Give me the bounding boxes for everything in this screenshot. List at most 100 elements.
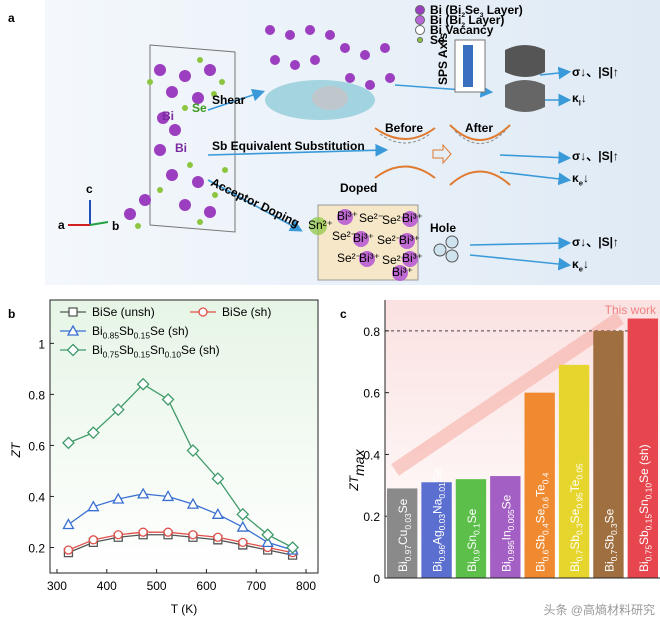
bar-label-text: Bi <box>431 561 445 572</box>
panel-label-text: a <box>8 11 15 25</box>
subscript: 0.6 <box>540 497 550 509</box>
y-axis-label: ZT <box>9 441 23 458</box>
marker <box>66 343 80 357</box>
marker <box>261 528 275 542</box>
legend-label-text: Sn <box>150 343 165 357</box>
subscript: 0.01 <box>437 482 447 499</box>
subscript: 0.05 <box>575 463 585 480</box>
ion-label-text: Bi³⁺ <box>399 233 420 247</box>
atom-label-text: Bi <box>162 109 174 123</box>
x-tick-label-text: 300 <box>47 579 67 593</box>
bar-label-text: Bi <box>637 561 651 572</box>
legend-label-text: Bi <box>92 324 103 338</box>
bar-label-text: Sb <box>602 535 616 550</box>
annotation: This work <box>605 303 657 317</box>
subscript: 0.1 <box>472 523 482 535</box>
marker <box>63 545 74 555</box>
marker <box>198 307 208 317</box>
x-tick-label: 500 <box>147 579 167 593</box>
ion-label-text: Se²⁻ <box>359 211 384 225</box>
y-axis-label: ZTmax <box>347 448 367 491</box>
route-label: Sb Equivalent Substitution <box>212 139 365 153</box>
x-tick-label-text: 500 <box>147 579 167 593</box>
marker <box>62 436 75 450</box>
annotation-text: This work <box>605 303 657 317</box>
y-tick-label: 0.8 <box>363 325 380 339</box>
subscript: 0.10 <box>165 350 182 360</box>
marker <box>211 507 224 519</box>
marker <box>62 518 75 530</box>
ion-label-text: Se²⁻ <box>377 233 402 247</box>
bar <box>627 318 658 578</box>
legend-label: Bi Vacancy <box>430 23 494 37</box>
legend-label: Bi0.75Sb0.15Sn0.10Se (sh) <box>92 343 220 360</box>
effect-label-text: σ↓、|S|↑ <box>572 65 619 79</box>
ion-label-text: Bi³⁺ <box>392 265 413 279</box>
marker <box>86 426 100 440</box>
bar-label: Bi0.995In0.005Se <box>499 494 516 572</box>
band-label: After <box>465 121 493 135</box>
subscript: 0.03 <box>437 514 447 531</box>
legend-label: Se <box>430 33 445 47</box>
marker <box>186 497 200 509</box>
panel-label-text: c <box>340 307 347 321</box>
x-tick-label-text: 600 <box>196 579 216 593</box>
dopant-symbol <box>309 217 327 235</box>
subscript: 0.005 <box>506 509 516 530</box>
bar-label-text: Bi <box>534 561 548 572</box>
ion-label-text: Bi³⁺ <box>353 231 374 245</box>
bar-label-text: Cu <box>396 530 410 545</box>
marker <box>238 537 248 548</box>
y-tick-label: 0.4 <box>363 448 380 462</box>
y-tick-label-text: 0.2 <box>28 541 45 555</box>
subscript: 0.3 <box>609 523 619 535</box>
legend-label: Bi (Bi2Se3 Layer) <box>430 3 523 19</box>
bar-label-text: Se <box>568 508 582 523</box>
y-axis-label-text: ZT <box>9 441 23 458</box>
subscript: 0.4 <box>540 472 550 484</box>
band-diagram <box>374 124 511 186</box>
legend-symbol <box>415 5 425 15</box>
band-label-text: Before <box>385 121 423 135</box>
effect-label: σ↓、|S|↑ <box>572 65 619 79</box>
subscript: 0.9 <box>472 549 482 561</box>
ion-label: Bi³⁺ <box>399 233 420 247</box>
ion-symbol <box>402 211 418 227</box>
effect-label-text: ↓ <box>583 257 589 271</box>
axis-letter: b <box>112 219 119 233</box>
marker <box>68 307 78 317</box>
marker <box>137 487 150 499</box>
bar-label-text: Bi <box>465 561 479 572</box>
subscript: 0.6 <box>540 549 550 561</box>
marker <box>138 527 148 537</box>
route-label-text: Shear <box>212 93 246 107</box>
bar <box>524 392 555 578</box>
subscript: 0.15 <box>134 350 151 360</box>
subscript: 0.03 <box>403 513 413 530</box>
ion-label: Se²⁻ <box>337 251 362 265</box>
atom-label: Bi <box>175 141 187 155</box>
y-tick-label-text: 0.4 <box>28 490 45 504</box>
marker <box>161 393 175 406</box>
subscript: 0.4 <box>540 523 550 535</box>
marker <box>161 490 175 502</box>
ion-label-text: Bi³⁺ <box>337 209 358 223</box>
route-arrows <box>207 66 572 271</box>
subscript: 0.97 <box>403 545 413 562</box>
y-tick-label-text: 0.6 <box>363 387 380 401</box>
effect-label: κe↓ <box>572 257 589 273</box>
ion-label-text: Se²⁻ <box>382 213 407 227</box>
subscript: 0.85 <box>103 331 120 341</box>
y-axis-label-text: ZT <box>347 474 361 491</box>
ion-label: Bi³⁺ <box>337 209 358 223</box>
ion-label-text: Bi³⁺ <box>402 211 423 225</box>
plot-frame <box>49 299 319 574</box>
y-tick-label: 0.2 <box>28 541 45 555</box>
subscript: l <box>579 98 581 107</box>
effect-label-text: κ <box>572 91 579 105</box>
ion-symbol <box>399 233 415 249</box>
bar-label-text: Se <box>465 508 479 523</box>
series <box>62 487 299 555</box>
x-tick-label: 600 <box>196 579 216 593</box>
legend-label-text: BiSe (sh) <box>222 305 271 319</box>
